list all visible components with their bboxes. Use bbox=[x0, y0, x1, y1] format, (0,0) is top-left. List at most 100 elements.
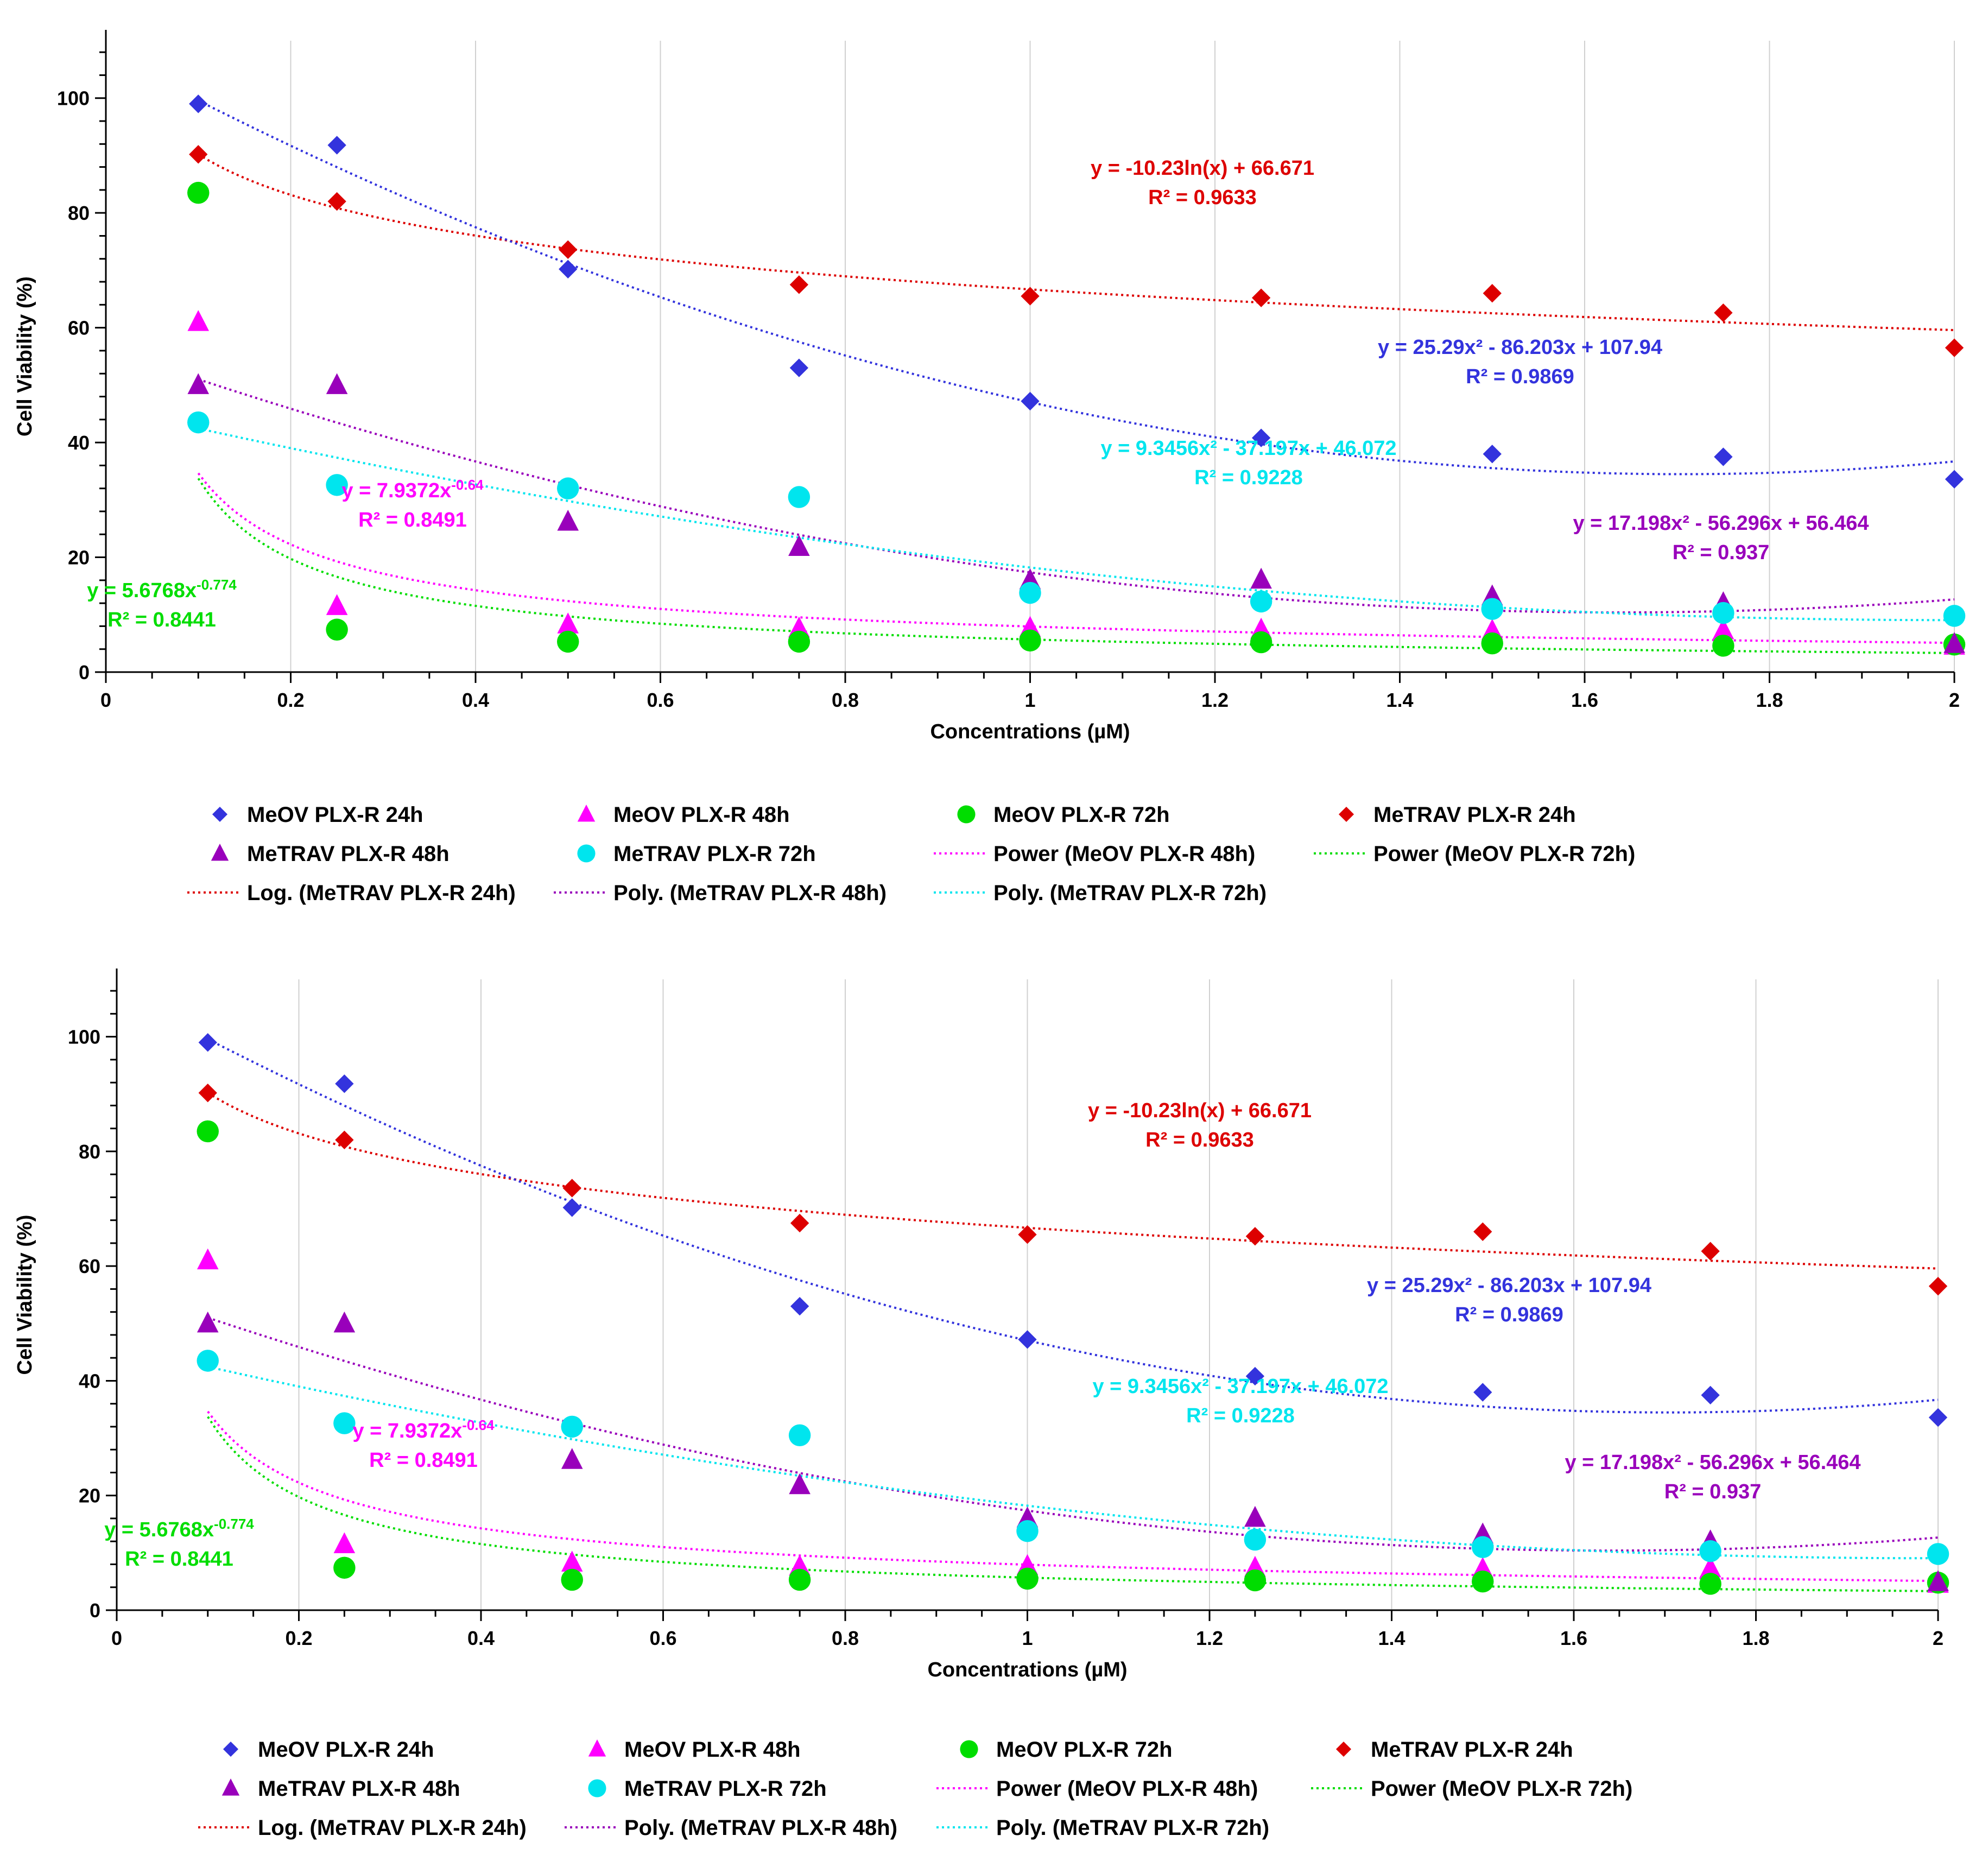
data-point bbox=[189, 145, 208, 164]
data-point bbox=[187, 181, 210, 204]
legend-label: MeOV PLX-R 72h bbox=[996, 1738, 1173, 1762]
trendline-equation: y = -10.23ln(x) + 66.671 bbox=[1091, 157, 1314, 180]
data-point bbox=[326, 373, 348, 394]
trendline-r2: R² = 0.8441 bbox=[125, 1548, 233, 1571]
data-point bbox=[335, 1130, 354, 1149]
data-point bbox=[326, 594, 348, 615]
series-metrav-plx-r-72h bbox=[187, 411, 1966, 627]
legend: MeOV PLX-R 24h MeOV PLX-R 48h MeOV PLX-R 7… bbox=[198, 1738, 1632, 1840]
legend: MeOV PLX-R 24h MeOV PLX-R 48h MeOV PLX-R 7… bbox=[187, 803, 1635, 905]
trendline-equation: y = -10.23ln(x) + 66.671 bbox=[1088, 1099, 1312, 1122]
trendline-r2: R² = 0.8491 bbox=[369, 1449, 478, 1472]
data-point bbox=[1701, 1385, 1720, 1405]
series-metrav-plx-r-24h bbox=[189, 145, 1964, 357]
trendline-r2: R² = 0.8441 bbox=[107, 609, 216, 631]
legend-label: MeOV PLX-R 24h bbox=[258, 1738, 434, 1762]
data-point bbox=[1016, 1567, 1039, 1590]
data-point bbox=[1927, 1570, 1949, 1591]
x-tick-label: 1.4 bbox=[1378, 1627, 1405, 1649]
x-tick-label: 1.6 bbox=[1571, 689, 1598, 711]
legend-label: MeTRAV PLX-R 72h bbox=[613, 842, 816, 866]
trendline-equation: y = 17.198x² - 56.296x + 56.464 bbox=[1573, 512, 1869, 535]
y-tick-label: 40 bbox=[68, 432, 90, 454]
data-point bbox=[789, 358, 809, 377]
x-tick-label: 1.2 bbox=[1201, 689, 1229, 711]
legend-label: Poly. (MeTRAV PLX-R 72h) bbox=[993, 881, 1267, 905]
x-tick-label: 1.2 bbox=[1196, 1627, 1223, 1649]
y-tick-label: 80 bbox=[68, 202, 90, 224]
data-point bbox=[1244, 1528, 1267, 1551]
data-point bbox=[1473, 1383, 1492, 1402]
data-point bbox=[1245, 1227, 1265, 1246]
trendline-equation: y = 9.3456x² - 37.197x + 46.072 bbox=[1092, 1375, 1388, 1398]
data-point bbox=[561, 1415, 583, 1438]
data-point bbox=[562, 1198, 581, 1217]
data-point bbox=[561, 1568, 583, 1591]
data-point bbox=[1250, 567, 1272, 589]
chart-top: 0 20 40 60 80 100 0 0.2 0.4 0.6 0.8 1 1.2 1.4 1.6 1.8 2 C… bbox=[14, 30, 1966, 905]
data-point bbox=[1244, 1569, 1267, 1592]
y-tick-label: 60 bbox=[68, 317, 90, 339]
data-point bbox=[790, 1213, 809, 1233]
data-point bbox=[788, 1424, 811, 1447]
data-point bbox=[1244, 1505, 1266, 1527]
legend-label: MeTRAV PLX-R 24h bbox=[1371, 1738, 1573, 1762]
legend-label: MeOV PLX-R 24h bbox=[247, 803, 423, 827]
legend-marker bbox=[223, 1741, 239, 1757]
trendline bbox=[207, 1092, 1939, 1270]
data-point bbox=[1250, 631, 1272, 654]
data-point bbox=[1472, 1570, 1494, 1593]
trendline-equation: y = 17.198x² - 56.296x + 56.464 bbox=[1565, 1451, 1860, 1474]
data-point bbox=[561, 1550, 583, 1572]
x-tick-label: 0.8 bbox=[832, 1627, 859, 1649]
data-point bbox=[1945, 470, 1964, 489]
legend-label: MeTRAV PLX-R 48h bbox=[247, 842, 449, 866]
y-tick-label: 20 bbox=[68, 547, 90, 569]
data-point bbox=[327, 136, 346, 155]
gridlines bbox=[298, 979, 1939, 1610]
y-tick-label: 0 bbox=[79, 661, 90, 683]
y-tick-label: 40 bbox=[79, 1370, 100, 1392]
legend-label: Power (MeOV PLX-R 48h) bbox=[993, 842, 1255, 866]
legend-label: Poly. (MeTRAV PLX-R 48h) bbox=[624, 1816, 897, 1840]
data-point bbox=[1473, 1222, 1492, 1241]
data-point bbox=[788, 486, 811, 508]
trendline-equation: y = 7.9372x-0.64 bbox=[341, 477, 484, 502]
data-point bbox=[187, 411, 210, 434]
data-point bbox=[789, 1473, 811, 1495]
legend-label: MeTRAV PLX-R 48h bbox=[258, 1777, 460, 1801]
data-point bbox=[333, 1556, 356, 1579]
y-tick-label: 100 bbox=[57, 87, 90, 110]
trendline bbox=[198, 427, 1954, 622]
data-point bbox=[788, 535, 810, 556]
legend-marker bbox=[221, 1778, 240, 1796]
data-point bbox=[1016, 1520, 1039, 1542]
trendline-equation: y = 5.6768x-0.774 bbox=[87, 577, 237, 602]
x-tick-label: 2 bbox=[1949, 689, 1960, 711]
data-point bbox=[326, 474, 348, 496]
legend-marker bbox=[577, 844, 596, 863]
legend-label: MeTRAV PLX-R 24h bbox=[1373, 803, 1576, 827]
trendline-r2: R² = 0.9633 bbox=[1145, 1129, 1254, 1151]
trendline-equation: y = 25.29x² - 86.203x + 107.94 bbox=[1367, 1274, 1651, 1297]
data-point bbox=[1019, 629, 1041, 652]
series-metrav-plx-r-72h bbox=[197, 1350, 1949, 1565]
trendline-equation: y = 7.9372x-0.64 bbox=[352, 1417, 495, 1442]
series-metrav-plx-r-24h bbox=[198, 1084, 1948, 1296]
legend-label: Power (MeOV PLX-R 48h) bbox=[996, 1777, 1258, 1801]
legend-marker bbox=[960, 1740, 978, 1758]
y-tick-label: 60 bbox=[79, 1255, 100, 1277]
data-point bbox=[1472, 1536, 1494, 1559]
data-point bbox=[1712, 618, 1734, 640]
data-point bbox=[557, 509, 579, 531]
data-point bbox=[1483, 284, 1502, 303]
x-tick-label: 2 bbox=[1933, 1627, 1943, 1649]
series-meov-plx-r-72h bbox=[197, 1120, 1949, 1595]
data-point bbox=[197, 1311, 219, 1333]
trendline-r2: R² = 0.937 bbox=[1664, 1480, 1762, 1503]
trendline bbox=[198, 99, 1955, 476]
x-tick-label: 1 bbox=[1022, 1627, 1033, 1649]
data-point bbox=[1712, 635, 1734, 657]
legend-marker bbox=[957, 805, 976, 824]
data-point bbox=[557, 477, 579, 499]
